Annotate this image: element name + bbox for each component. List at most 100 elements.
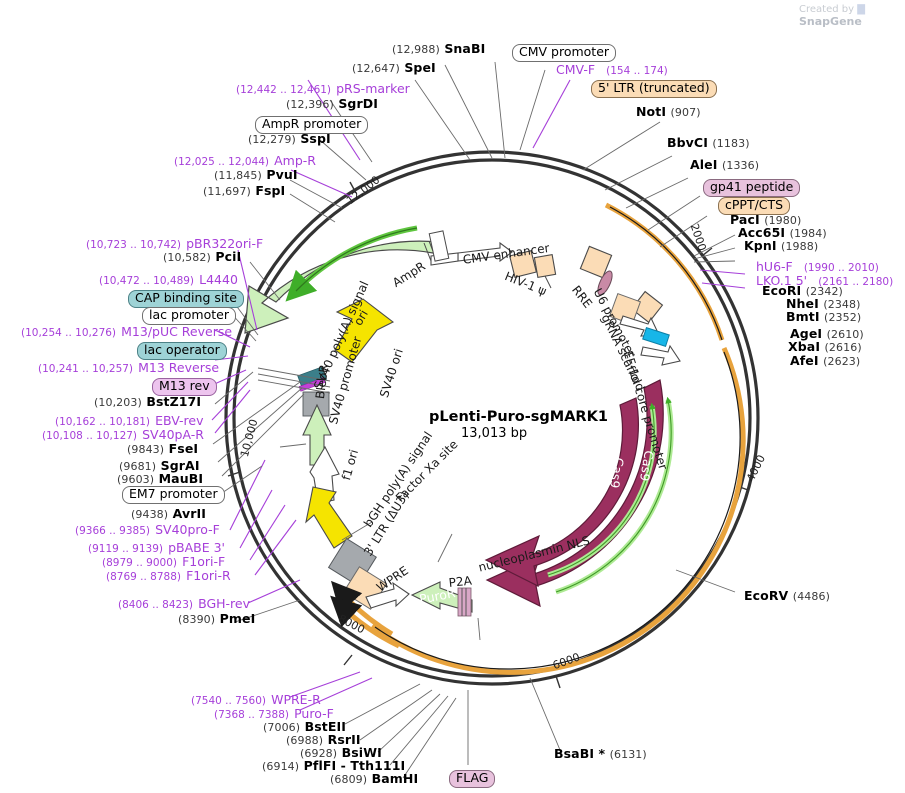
- enzyme-label-pcii[interactable]: (10,582) PciI: [163, 249, 242, 264]
- primer-label-m13-puc-reverse[interactable]: (10,254 .. 10,276) M13/pUC Reverse: [21, 323, 232, 339]
- enzyme-name: BstEII: [304, 719, 347, 734]
- badge-em7-promoter[interactable]: EM7 promoter: [122, 485, 225, 504]
- primer-label-hu6-f[interactable]: hU6-F (1990 .. 2010): [756, 258, 879, 274]
- enzyme-label-paci[interactable]: PacI (1980): [730, 212, 801, 227]
- primer-label-prs-marker[interactable]: (12,442 .. 12,461) pRS-marker: [236, 80, 410, 96]
- badge-5-ltr-truncated[interactable]: 5' LTR (truncated): [591, 79, 717, 98]
- primer-label-f1ori-r[interactable]: (8769 .. 8788) F1ori-R: [106, 567, 231, 583]
- primer-label-pbr322ori-f[interactable]: (10,723 .. 10,742) pBR322ori-F: [86, 235, 263, 251]
- primer-label-f1ori-f[interactable]: (8979 .. 9000) F1ori-F: [102, 553, 225, 569]
- badge-cap-binding-site[interactable]: CAP binding site: [128, 289, 244, 308]
- enzyme-label-nhei[interactable]: NheI (2348): [786, 297, 861, 311]
- badge-flag[interactable]: FLAG: [449, 769, 496, 788]
- badge-text: CMV promoter: [512, 44, 617, 62]
- enzyme-pos: (9603): [117, 473, 155, 486]
- enzyme-name: BstZ17I: [146, 394, 202, 409]
- primer-name: pRS-marker: [336, 81, 410, 96]
- primer-label-sv40pro-f[interactable]: (9366 .. 9385) SV40pro-F: [75, 521, 220, 537]
- enzyme-label-bbvci[interactable]: BbvCI (1183): [667, 136, 750, 150]
- enzyme-label-sgrai[interactable]: (9681) SgrAI: [119, 459, 200, 473]
- enzyme-label-pflfi-tth111i[interactable]: (6914) PflFI - Tth111I: [262, 759, 405, 773]
- primer-name: F1ori-R: [186, 568, 231, 583]
- enzyme-pos: (12,988): [392, 43, 440, 56]
- enzyme-label-bamhi[interactable]: (6809) BamHI: [330, 772, 418, 786]
- enzyme-label-spei[interactable]: (12,647) SpeI: [352, 61, 436, 75]
- badge-text: lac operator: [137, 342, 227, 360]
- primer-label-pbabe3[interactable]: (9119 .. 9139) pBABE 3': [88, 539, 225, 555]
- primer-label-puro-f[interactable]: (7368 .. 7388) Puro-F: [214, 705, 334, 721]
- enzyme-label-ecorv[interactable]: EcoRV (4486): [744, 588, 830, 603]
- enzyme-name: FspI: [255, 183, 286, 198]
- green-primer-arc-1-outline: [547, 402, 656, 576]
- primer-label-m13-reverse[interactable]: (10,241 .. 10,257) M13 Reverse: [38, 359, 219, 375]
- badge-cppt-cts[interactable]: cPPT/CTS: [718, 196, 791, 215]
- primer-range: (12,025 .. 12,044): [174, 156, 270, 168]
- enzyme-label-afei[interactable]: AfeI (2623): [790, 353, 860, 368]
- primer-label-ebv-rev[interactable]: (10,162 .. 10,181) EBV-rev: [55, 412, 204, 428]
- primer-label-sv40pa-r[interactable]: (10,108 .. 10,127) SV40pA-R: [42, 426, 204, 442]
- primer-name: F1ori-F: [182, 554, 226, 569]
- enzyme-name: EcoRI: [762, 283, 802, 298]
- enzyme-pos: (2352): [824, 311, 862, 324]
- enzyme-label-xbai[interactable]: XbaI (2616): [788, 340, 862, 354]
- enzyme-pos: (6914): [262, 760, 300, 773]
- enzyme-label-noti[interactable]: NotI (907): [636, 105, 701, 119]
- enzyme-label-kpni[interactable]: KpnI (1988): [744, 239, 819, 253]
- badge-lac-operator[interactable]: lac operator: [137, 341, 227, 360]
- primer-name: pBR322ori-F: [186, 236, 264, 251]
- cas9-arc-outer: [485, 379, 664, 608]
- primer-label-wpre-r[interactable]: (7540 .. 7560) WPRE-R: [191, 691, 321, 707]
- enzyme-pos: (12,647): [352, 62, 400, 75]
- primer-label-bgh-rev[interactable]: (8406 .. 8423) BGH-rev: [118, 595, 250, 611]
- enzyme-label-maubi[interactable]: (9603) MauBI: [117, 472, 203, 486]
- primer-label-cmv-f[interactable]: CMV-F (154 .. 174): [556, 61, 668, 77]
- enzyme-name: PciI: [215, 249, 242, 264]
- enzyme-label-acc65i[interactable]: Acc65I (1984): [738, 226, 827, 240]
- badge-text: EM7 promoter: [122, 486, 225, 504]
- badge-ampr-promoter[interactable]: AmpR promoter: [255, 115, 369, 134]
- ori-arrow: [334, 298, 395, 363]
- enzyme-label-bsiwi[interactable]: (6928) BsiWI: [300, 746, 382, 760]
- primer-range: (9366 .. 9385): [75, 525, 150, 537]
- primer-range: (8406 .. 8423): [118, 599, 193, 611]
- enzyme-pos: (11,845): [214, 169, 262, 182]
- primer-label-l4440[interactable]: (10,472 .. 10,489) L4440: [99, 271, 238, 287]
- enzyme-label-bstEII[interactable]: (7006) BstEII: [263, 719, 347, 734]
- enzyme-label-pmei[interactable]: (8390) PmeI: [178, 612, 255, 626]
- enzyme-name: EcoRV: [744, 588, 789, 603]
- primer-range: (10,472 .. 10,489): [99, 275, 195, 287]
- enzyme-label-fsei[interactable]: (9843) FseI: [127, 442, 198, 456]
- enzyme-pos: (6131): [609, 748, 647, 761]
- enzyme-label-ecori[interactable]: EcoRI (2342): [762, 283, 843, 298]
- badge-gp41-peptide[interactable]: gp41 peptide: [703, 178, 801, 197]
- primer-range: (154 .. 174): [606, 65, 668, 77]
- enzyme-pos: (2616): [824, 341, 862, 354]
- enzyme-name: AfeI: [790, 353, 819, 368]
- enzyme-label-bmti[interactable]: BmtI (2352): [786, 310, 862, 324]
- enzyme-label-sgrdi[interactable]: (12,396) SgrDI: [286, 97, 378, 111]
- ampr-primer-arc-outline: [295, 227, 418, 292]
- badge-cmv-promoter[interactable]: CMV promoter: [512, 43, 617, 62]
- primer-label-amp-r[interactable]: (12,025 .. 12,044) Amp-R: [174, 152, 316, 168]
- enzyme-label-alei[interactable]: AleI (1336): [690, 157, 759, 172]
- feature-blocks-outer: [508, 245, 664, 324]
- enzyme-label-bsabi[interactable]: BsaBI * (6131): [554, 747, 647, 761]
- enzyme-label-fspi[interactable]: (11,697) FspI: [203, 183, 286, 198]
- enzyme-label-avrii[interactable]: (9438) AvrII: [131, 507, 206, 521]
- badge-lac-promoter[interactable]: lac promoter: [142, 306, 236, 325]
- primer-name: EBV-rev: [155, 413, 204, 428]
- badge-m13-rev[interactable]: M13 rev: [152, 377, 217, 396]
- enzyme-label-bstz17i[interactable]: (10,203) BstZ17I: [94, 394, 202, 409]
- enzyme-pos: (1183): [712, 137, 750, 150]
- enzyme-label-snabi[interactable]: (12,988) SnaBI: [392, 42, 485, 56]
- badge-text: AmpR promoter: [255, 116, 369, 134]
- primer-label-lko1-5[interactable]: LKO.1 5' (2161 .. 2180): [756, 272, 893, 288]
- enzyme-name: AleI: [690, 157, 718, 172]
- enzyme-label-pvui[interactable]: (11,845) PvuI: [214, 168, 298, 182]
- enzyme-pos: (1988): [781, 240, 819, 253]
- enzyme-name: PacI: [730, 212, 760, 227]
- enzyme-label-agei[interactable]: AgeI (2610): [790, 327, 864, 341]
- enzyme-label-sspi[interactable]: (12,279) SspI: [248, 132, 331, 146]
- enzyme-label-rsrii[interactable]: (6988) RsrII: [286, 733, 361, 747]
